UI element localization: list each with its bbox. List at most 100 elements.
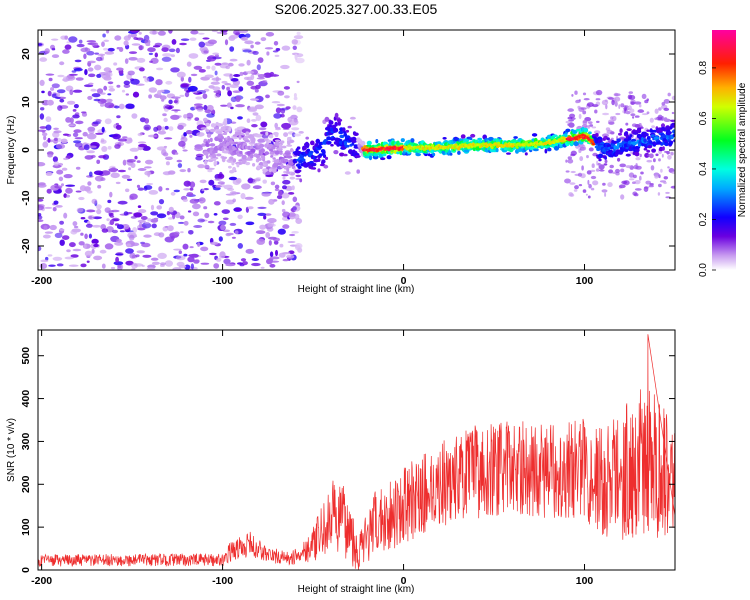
snr-x-ticks: -200 -100 0 100: [31, 330, 593, 587]
heatmap-cell: [59, 228, 65, 232]
heatmap-cell: [281, 122, 292, 129]
heatmap-cell: [84, 155, 94, 160]
heatmap-cell: [276, 103, 285, 107]
heatmap-cell: [157, 130, 167, 135]
heatmap-cell: [56, 169, 64, 175]
heatmap-cell: [573, 141, 579, 147]
heatmap-cell: [670, 185, 675, 189]
heatmap-cell: [275, 48, 281, 51]
heatmap-cell: [168, 126, 174, 131]
heatmap-cell: [119, 230, 125, 233]
heatmap-cell: [286, 155, 293, 159]
heatmap-cell: [568, 122, 575, 128]
heatmap-cell: [58, 176, 64, 182]
heatmap-cell: [138, 209, 147, 214]
heatmap-cell: [59, 61, 65, 66]
heatmap-cell: [610, 116, 614, 120]
heatmap-cell: [257, 212, 267, 216]
heatmap-cell: [44, 231, 54, 234]
heatmap-cell: [219, 142, 224, 148]
heatmap-cell: [635, 163, 638, 166]
heatmap-cell: [43, 135, 47, 141]
heatmap-cell: [657, 192, 661, 196]
heatmap-cell: [595, 168, 600, 172]
x-tick-label: 100: [576, 575, 594, 587]
heatmap-cell: [97, 184, 102, 189]
heatmap-cell: [256, 238, 266, 245]
heatmap-cell: [193, 225, 203, 228]
heatmap-cell: [410, 138, 415, 143]
heatmap-cell: [115, 124, 122, 130]
heatmap-cell: [87, 60, 96, 64]
heatmap-cell: [130, 30, 140, 33]
heatmap-cell: [61, 183, 64, 187]
heatmap-cell: [649, 183, 654, 186]
heatmap-cell: [184, 91, 190, 98]
heatmap-cell: [114, 35, 122, 41]
heatmap-cell: [92, 216, 102, 220]
heatmap-cell: [214, 62, 222, 66]
heatmap-cell: [591, 163, 595, 168]
heatmap-cell: [234, 128, 238, 132]
heatmap-cell: [646, 111, 650, 114]
heatmap-cell: [94, 175, 104, 182]
heatmap-cell: [80, 232, 84, 236]
heatmap-cell: [255, 230, 266, 235]
heatmap-cell: [266, 258, 273, 265]
heatmap-cell: [145, 159, 154, 165]
heatmap-cell: [232, 90, 241, 93]
heatmap-cell: [229, 191, 238, 196]
heatmap-cell: [633, 193, 639, 197]
heatmap-cell: [141, 242, 151, 248]
heatmap-cell: [631, 141, 638, 146]
heatmap-cell: [207, 159, 214, 163]
heatmap-cell: [103, 47, 109, 51]
heatmap-cell: [245, 221, 255, 226]
heatmap-cell: [288, 212, 296, 217]
heatmap-cell: [123, 211, 129, 216]
heatmap-cell: [197, 218, 205, 223]
heatmap-cell: [658, 147, 664, 152]
heatmap-cell: [267, 222, 273, 228]
heatmap-cell: [150, 204, 155, 211]
heatmap-cell: [256, 177, 261, 180]
heatmap-cell: [268, 134, 274, 139]
heatmap-cell: [344, 171, 351, 175]
heatmap-cell: [209, 150, 214, 154]
heatmap-cell: [597, 162, 601, 166]
heatmap-cell: [615, 168, 620, 173]
x-tick-label: -200: [31, 275, 52, 287]
heatmap-cell: [646, 136, 651, 141]
heatmap-cell: [257, 57, 264, 63]
heatmap-cell: [47, 90, 52, 97]
heatmap-cell: [137, 205, 142, 209]
heatmap-cell: [274, 122, 279, 129]
heatmap-cell: [75, 190, 82, 193]
heatmap-cell: [621, 180, 628, 185]
heatmap-cell: [249, 153, 254, 159]
heatmap-cell: [213, 90, 218, 94]
heatmap-cell: [317, 158, 321, 162]
heatmap-cell: [296, 106, 303, 113]
heatmap-cell: [244, 139, 251, 143]
heatmap-cell: [86, 133, 97, 140]
heatmap-cell: [88, 82, 94, 86]
heatmap-cell: [38, 205, 44, 211]
heatmap-cell: [210, 241, 219, 245]
heatmap-cell: [260, 266, 265, 269]
heatmap-cell: [297, 165, 302, 169]
heatmap-cell: [607, 182, 613, 188]
heatmap-cell: [137, 132, 143, 137]
heatmap-cell: [203, 206, 208, 210]
heatmap-cell: [204, 159, 208, 165]
heatmap-cell: [47, 137, 51, 143]
heatmap-cell: [596, 120, 600, 123]
heatmap-cell: [157, 30, 166, 36]
heatmap-cell: [603, 163, 608, 166]
heatmap-cell: [180, 82, 190, 88]
heatmap-cell: [232, 158, 237, 163]
heatmap-cell: [289, 149, 294, 153]
heatmap-cell: [93, 98, 101, 102]
heatmap-cell: [255, 114, 262, 121]
heatmap-cell: [314, 155, 318, 159]
